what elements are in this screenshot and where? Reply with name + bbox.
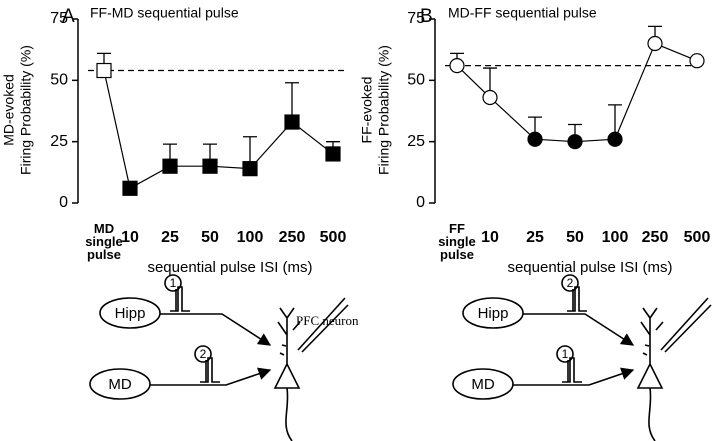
data-point bbox=[482, 89, 498, 106]
y-tick-label: 75 bbox=[50, 10, 68, 27]
x-tick-label: 10 bbox=[121, 229, 139, 246]
x-tick-label: 25 bbox=[526, 229, 544, 246]
x-tick-label: FF single pulse bbox=[438, 222, 476, 262]
x-axis-label: sequential pulse ISI (ms) bbox=[507, 259, 672, 276]
data-point bbox=[689, 53, 705, 69]
data-point bbox=[647, 35, 663, 52]
diagram-b: Hipp MD 2 1 bbox=[452, 274, 712, 441]
y-axis-label: Firing Probability (%) bbox=[376, 45, 392, 175]
data-point bbox=[162, 158, 178, 174]
x-tick-label: MD single pulse bbox=[85, 222, 123, 262]
input-label: Hipp bbox=[115, 305, 146, 322]
input-label: MD bbox=[108, 376, 131, 393]
order-label: 2 bbox=[200, 347, 207, 361]
x-tick-label: MD single pulse bbox=[85, 222, 123, 262]
order-label: 1 bbox=[170, 276, 177, 290]
x-axis-label: sequential pulse ISI (ms) bbox=[147, 259, 312, 276]
data-point bbox=[527, 131, 543, 147]
data-point bbox=[607, 131, 623, 147]
x-tick-label: 100 bbox=[237, 229, 264, 246]
panel-label: B bbox=[420, 6, 433, 27]
data-point bbox=[122, 180, 138, 196]
data-point bbox=[567, 134, 583, 150]
y-axis-label: Firing Probability (%) bbox=[18, 45, 34, 175]
x-tick-label: 25 bbox=[161, 229, 179, 246]
x-tick-label: 10 bbox=[481, 229, 499, 246]
x-tick-label: 500 bbox=[320, 229, 347, 246]
x-tick-label: FF single pulse bbox=[438, 222, 476, 262]
data-point bbox=[284, 114, 300, 130]
x-tick-label: 500 bbox=[684, 229, 711, 246]
x-tick-label: 250 bbox=[642, 229, 669, 246]
data-point bbox=[449, 58, 465, 74]
y-tick-label: 0 bbox=[416, 194, 425, 211]
y-tick-label: 25 bbox=[50, 133, 68, 150]
panel-label: A bbox=[62, 6, 75, 27]
chart-title: MD-FF sequential pulse bbox=[448, 5, 597, 21]
order-label: 1 bbox=[562, 347, 569, 361]
input-label: MD bbox=[471, 376, 494, 393]
y-tick-label: 75 bbox=[407, 10, 425, 27]
diagram-a: Hipp MD 1 2 PFC neuron bbox=[89, 274, 359, 441]
y-axis-label: FF-evoked bbox=[359, 77, 375, 144]
y-tick-label: 50 bbox=[50, 72, 68, 89]
input-label: Hipp bbox=[478, 305, 509, 322]
x-tick-label: 50 bbox=[566, 229, 584, 246]
data-point bbox=[96, 62, 112, 79]
data-point bbox=[202, 158, 218, 174]
y-tick-label: 0 bbox=[59, 194, 68, 211]
y-tick-label: 50 bbox=[407, 72, 425, 89]
order-label: 2 bbox=[567, 276, 574, 290]
x-tick-label: 100 bbox=[602, 229, 629, 246]
neuron-label: PFC neuron bbox=[296, 313, 359, 328]
y-tick-label: 25 bbox=[407, 133, 425, 150]
data-point bbox=[325, 146, 341, 162]
data-point bbox=[242, 161, 258, 177]
x-tick-label: 250 bbox=[279, 229, 306, 246]
x-tick-label: 50 bbox=[201, 229, 219, 246]
chart-title: FF-MD sequential pulse bbox=[90, 5, 239, 21]
y-axis-label: MD-evoked bbox=[1, 74, 17, 146]
